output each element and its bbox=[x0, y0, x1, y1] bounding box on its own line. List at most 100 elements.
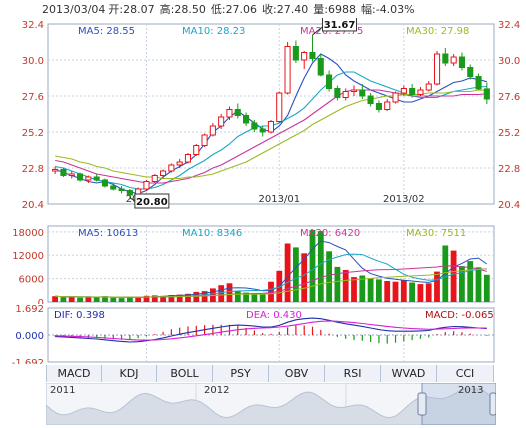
high-label: 高: bbox=[159, 3, 175, 16]
macd-dea-line bbox=[55, 320, 487, 341]
volume-bar bbox=[301, 253, 308, 302]
price-candle-body bbox=[276, 92, 283, 122]
volume-bar bbox=[68, 296, 75, 302]
price-ma-label: MA30: 27.98 bbox=[406, 26, 469, 37]
tab-psy[interactable]: PSY bbox=[213, 365, 269, 382]
volume-bar bbox=[467, 261, 474, 302]
macd-indicator-chart[interactable]: 1.692 0.000 -1.692 DIF: 0.398 DEA: 0.430 MACD… bbox=[0, 304, 526, 364]
price-candle-body bbox=[118, 188, 125, 191]
low-value: 27.06 bbox=[225, 3, 258, 16]
volume-bar bbox=[93, 297, 100, 302]
price-max-callout-leader bbox=[312, 26, 323, 36]
price-ma-label: MA20: 27.75 bbox=[300, 26, 363, 37]
price-xtick-label: 2013/01 bbox=[259, 194, 301, 205]
volume-bar bbox=[268, 281, 274, 302]
tab-kdj[interactable]: KDJ bbox=[102, 365, 157, 382]
volume-bar-chart[interactable]: 18000 12000 6000 0 MA5: 10613 MA10: 8346 MA20:… bbox=[0, 222, 526, 304]
price-ytick-right: 30.0 bbox=[498, 56, 520, 67]
close-label: 收: bbox=[262, 3, 277, 16]
price-candle-body bbox=[60, 169, 67, 176]
price-candle-body bbox=[201, 134, 208, 146]
price-ytick-left: 20.4 bbox=[22, 200, 44, 210]
volume-ytick: 6000 bbox=[19, 275, 44, 286]
close-value: 27.40 bbox=[276, 3, 309, 16]
volume-bar bbox=[334, 266, 341, 302]
tab-boll[interactable]: BOLL bbox=[157, 365, 213, 382]
volume-bar bbox=[392, 281, 399, 302]
price-plot-frame bbox=[47, 23, 495, 205]
price-candle-body bbox=[334, 88, 341, 98]
volume-ma-label: MA20: 6420 bbox=[300, 228, 360, 239]
change-label: 幅: bbox=[361, 3, 376, 16]
macd-dif-line bbox=[55, 317, 487, 343]
price-candle-body bbox=[234, 109, 241, 116]
volume-ma-line bbox=[55, 268, 487, 298]
price-ytick-left: 25.2 bbox=[22, 128, 44, 139]
volume-bar bbox=[218, 285, 225, 302]
tab-obv[interactable]: OBV bbox=[269, 365, 325, 382]
price-candle-body bbox=[392, 92, 399, 103]
price-max-callout-value: 31.67 bbox=[324, 20, 356, 31]
volume-bar bbox=[135, 297, 142, 302]
price-candlestick-chart[interactable]: 32.4 32.4 30.0 30.0 27.6 27.6 25.2 25.2 22.8 22.8… bbox=[0, 18, 526, 210]
price-candle-body bbox=[110, 185, 117, 190]
price-candle-body bbox=[483, 88, 490, 100]
price-ytick-left: 30.0 bbox=[22, 56, 44, 67]
tab-rsi[interactable]: RSI bbox=[325, 365, 381, 382]
tab-wvad[interactable]: WVAD bbox=[381, 365, 437, 382]
change-value: -4.03% bbox=[375, 3, 415, 16]
volume-bar bbox=[400, 280, 407, 302]
price-candle-body bbox=[151, 175, 158, 182]
volume-bar bbox=[102, 296, 108, 302]
price-candle-body bbox=[367, 95, 374, 104]
macd-ytick: 1.692 bbox=[15, 304, 44, 315]
price-candle-body bbox=[475, 76, 482, 90]
price-candle-body bbox=[384, 101, 391, 110]
price-candle-body bbox=[375, 103, 382, 110]
price-candle-body bbox=[77, 173, 84, 181]
price-candle-body bbox=[259, 128, 266, 133]
volume-bar bbox=[483, 274, 490, 302]
volume-bar bbox=[384, 281, 391, 302]
volume-bar bbox=[226, 283, 233, 302]
quote-header: 2013/03/04 开:28.07 高:28.50 低:27.06 收:27.40 量:… bbox=[42, 4, 415, 16]
low-label: 低: bbox=[210, 3, 226, 16]
volume-bar bbox=[160, 296, 166, 302]
volume-bar bbox=[193, 291, 200, 302]
price-ytick-left: 32.4 bbox=[22, 20, 44, 31]
price-ma-label: MA10: 28.23 bbox=[182, 26, 245, 37]
price-candle-body bbox=[126, 190, 133, 196]
price-xtick-label: 2013/02 bbox=[383, 194, 425, 205]
volume-bar bbox=[85, 296, 92, 302]
price-candle-body bbox=[359, 89, 366, 97]
price-candle-body bbox=[400, 88, 407, 94]
macd-dif-label: DIF: 0.398 bbox=[54, 310, 105, 321]
volume-bar bbox=[293, 247, 299, 302]
price-candle-body bbox=[52, 169, 59, 172]
tab-cci[interactable]: CCI bbox=[437, 365, 493, 382]
price-candle-body bbox=[409, 88, 416, 95]
price-candle-body bbox=[442, 53, 449, 64]
volume-ma-label: MA30: 7511 bbox=[406, 228, 466, 239]
time-range-navigator[interactable] bbox=[46, 383, 496, 425]
volume-bar bbox=[251, 293, 258, 302]
price-candle-body bbox=[160, 170, 167, 176]
volume-bar bbox=[409, 282, 415, 302]
price-candle-body bbox=[93, 176, 100, 181]
price-ytick-right: 27.6 bbox=[498, 92, 520, 103]
navigator-year-2012: 2012 bbox=[204, 385, 230, 396]
price-ytick-right: 25.2 bbox=[498, 128, 520, 139]
price-min-callout-box bbox=[134, 193, 170, 209]
volume-bar bbox=[176, 294, 183, 302]
tab-macd[interactable]: MACD bbox=[47, 365, 102, 382]
price-ytick-right: 20.4 bbox=[498, 200, 520, 210]
price-candle-body bbox=[184, 154, 191, 163]
quote-date: 2013/03/04 bbox=[42, 3, 106, 16]
volume-bar bbox=[450, 250, 457, 302]
price-candle-body bbox=[251, 122, 258, 130]
volume-bar bbox=[151, 295, 158, 302]
volume-bar bbox=[475, 267, 482, 302]
price-candle-body bbox=[467, 67, 474, 77]
open-value: 28.07 bbox=[123, 3, 155, 16]
